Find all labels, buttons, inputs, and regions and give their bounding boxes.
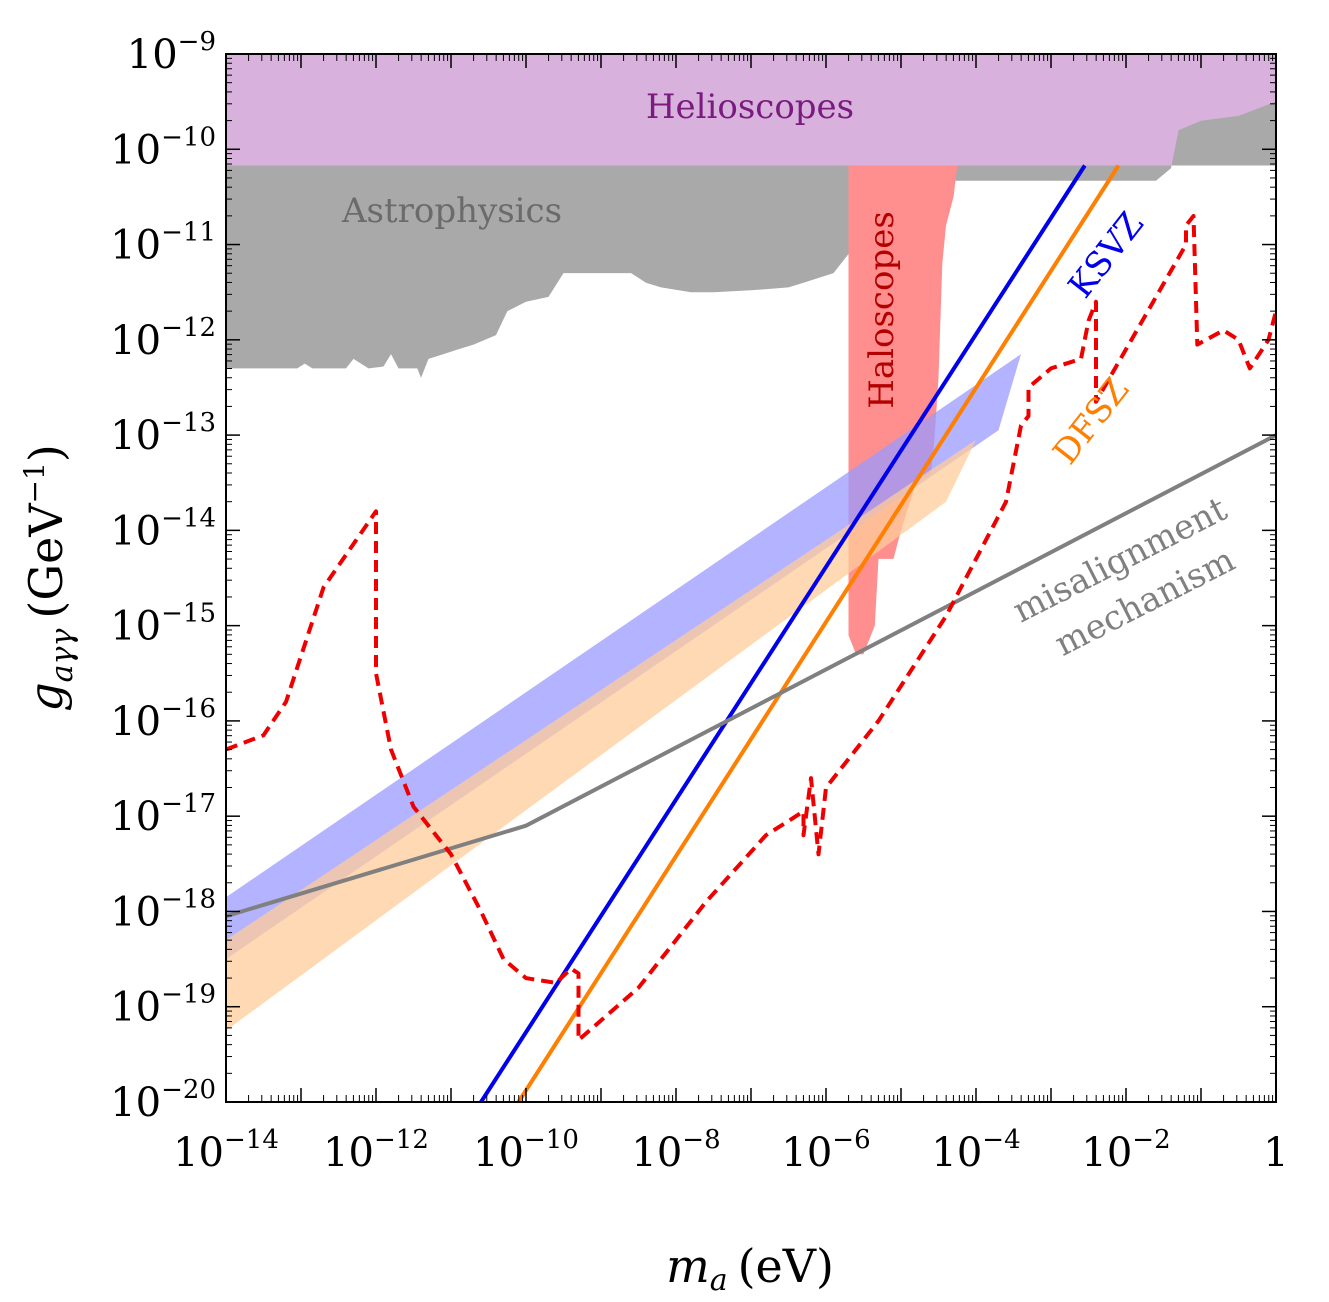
helioscopes-label: Helioscopes xyxy=(646,87,854,127)
y-axis-title: gaγγ(GeV−1) xyxy=(18,444,80,712)
y-tick-label: 10−17 xyxy=(110,789,216,840)
model-lines xyxy=(226,164,1276,1102)
x-axis-title: ma (eV) xyxy=(666,1239,834,1298)
x-tick-label: 10−6 xyxy=(781,1125,870,1176)
y-tick-label: 10−13 xyxy=(110,408,216,459)
x-tick-label: 10−14 xyxy=(173,1125,279,1176)
y-tick-label: 10−10 xyxy=(110,122,216,173)
y-tick-label: 10−19 xyxy=(110,980,216,1031)
y-tick-labels: 10−9 10−10 10−11 10−12 10−13 10−14 10−15 10−16 1… xyxy=(110,27,216,1126)
x-tick-label: 10−8 xyxy=(631,1125,720,1176)
y-tick-label: 10−11 xyxy=(110,218,216,269)
x-tick-label: 10−2 xyxy=(1081,1125,1170,1176)
helioscopes-region xyxy=(226,54,1276,166)
haloscopes-label: Haloscopes xyxy=(862,211,902,409)
x-tick-label: 10−10 xyxy=(473,1125,579,1176)
y-tick-label: 10−16 xyxy=(110,694,216,745)
x-tick-labels: 10−14 10−12 10−10 10−8 10−6 10−4 10−2 1 xyxy=(173,1125,1289,1176)
astrophysics-region xyxy=(226,101,1276,378)
dfsz-line xyxy=(516,164,1121,1102)
y-tick-label: 10−15 xyxy=(110,599,216,650)
y-tick-label: 10−18 xyxy=(110,884,216,935)
misalignment-mechanism-line xyxy=(226,433,1276,919)
y-tick-label: 10−9 xyxy=(127,27,216,78)
y-tick-label: 10−12 xyxy=(110,313,216,364)
model-bands xyxy=(226,354,1021,1031)
dfsz-band xyxy=(226,439,976,1031)
x-tick-label: 10−4 xyxy=(931,1125,1020,1176)
x-tick-label: 1 xyxy=(1263,1130,1288,1176)
ksvz-label: KSVZ xyxy=(1061,205,1152,306)
x-tick-label: 10−12 xyxy=(323,1125,429,1176)
astrophysics-label: Astrophysics xyxy=(341,191,562,231)
projected-sensitivity-line xyxy=(226,214,1276,1043)
axis-ticks xyxy=(225,53,1277,1103)
dfsz-label: DFSZ xyxy=(1045,370,1137,472)
ksvz-line xyxy=(479,164,1087,1102)
y-tick-label: 10−20 xyxy=(110,1075,216,1126)
y-tick-label: 10−14 xyxy=(110,503,216,554)
